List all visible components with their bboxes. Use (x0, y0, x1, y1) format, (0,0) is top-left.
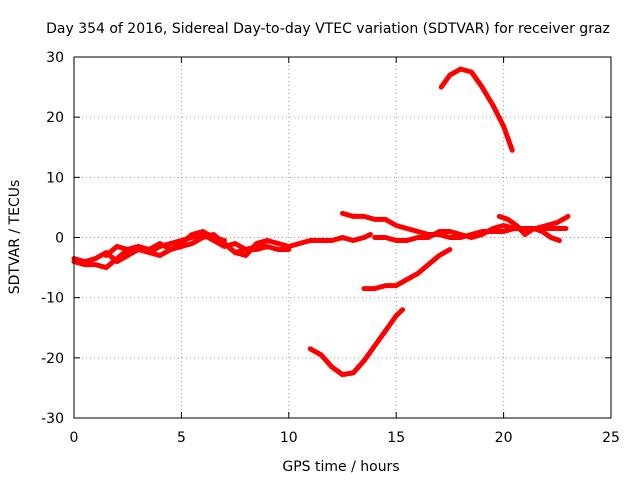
y-axis-label: SDTVAR / TECUs (7, 180, 23, 295)
data-series (71, 66, 571, 378)
y-tick-labels: -30 -20 -10 0 10 20 30 (41, 50, 64, 427)
x-tick-label: 20 (495, 430, 513, 446)
x-tick-label: 25 (602, 430, 620, 446)
y-tick-label: 30 (46, 50, 64, 66)
y-tick-label: -20 (41, 351, 64, 367)
x-tick-label: 0 (70, 430, 79, 446)
y-tick-label: -30 (41, 411, 64, 427)
y-tick-label: 0 (55, 231, 64, 247)
y-tick-label: 20 (46, 110, 64, 126)
series-line-track-g (496, 213, 562, 243)
x-tick-labels: 0 5 10 15 20 25 (70, 430, 620, 446)
x-tick-label: 5 (177, 430, 186, 446)
y-tick-label: 10 (46, 170, 64, 186)
series-line-track-d (221, 238, 270, 258)
x-tick-label: 15 (387, 430, 405, 446)
series-line-track-c (103, 229, 227, 258)
axis-ticks (73, 56, 612, 419)
y-tick-label: -10 (41, 291, 64, 307)
x-tick-label: 10 (280, 430, 298, 446)
series-line-track-j (307, 307, 406, 378)
chart-title: Day 354 of 2016, Sidereal Day-to-day VTE… (46, 21, 610, 37)
x-axis-label: GPS time / hours (282, 459, 399, 475)
series-line-track-i (361, 247, 453, 292)
series-line-track-h (438, 66, 515, 153)
